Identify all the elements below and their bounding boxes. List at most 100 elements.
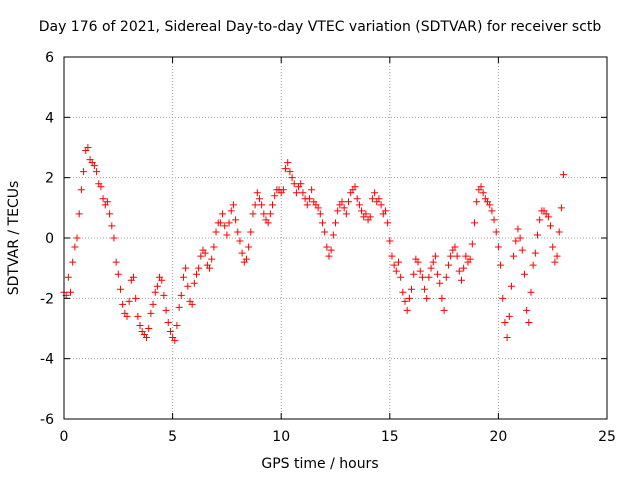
- data-point: [512, 237, 520, 245]
- data-point: [221, 222, 229, 230]
- data-point: [555, 228, 563, 236]
- data-point: [329, 231, 337, 239]
- data-point: [112, 258, 120, 266]
- data-point: [384, 219, 392, 227]
- data-point: [206, 264, 214, 272]
- data-point: [110, 234, 118, 242]
- data-point: [529, 261, 537, 269]
- data-point: [292, 189, 300, 197]
- data-point: [234, 228, 242, 236]
- data-point: [510, 252, 518, 260]
- data-point: [516, 234, 524, 242]
- data-point: [258, 201, 266, 209]
- data-point: [468, 240, 476, 248]
- data-point: [249, 210, 257, 218]
- data-point: [282, 165, 290, 173]
- data-point: [266, 210, 274, 218]
- data-point: [418, 273, 426, 281]
- data-point: [166, 328, 174, 336]
- data-point: [162, 306, 170, 314]
- data-point: [340, 204, 348, 212]
- y-tick-label: 0: [45, 231, 54, 247]
- data-point: [119, 300, 127, 308]
- data-point: [238, 249, 246, 257]
- data-point: [284, 159, 292, 167]
- data-point: [106, 210, 114, 218]
- data-point: [64, 273, 72, 281]
- data-point: [351, 183, 359, 191]
- data-point: [358, 207, 366, 215]
- data-point: [297, 180, 305, 188]
- y-tick-label: 6: [45, 50, 54, 66]
- data-point: [143, 334, 151, 342]
- data-point: [547, 222, 555, 230]
- data-point: [325, 252, 333, 260]
- data-point: [308, 186, 316, 194]
- data-point: [399, 288, 407, 296]
- axes-frame: 0 5 10 15 20 25 -6 -4 -2 0 2 4 6: [40, 50, 616, 445]
- data-point: [190, 279, 198, 287]
- data-point: [405, 294, 413, 302]
- data-point: [303, 201, 311, 209]
- data-point: [210, 243, 218, 251]
- data-point: [219, 210, 227, 218]
- data-point: [201, 249, 209, 257]
- data-point: [123, 312, 131, 320]
- data-point: [425, 273, 433, 281]
- data-point: [318, 219, 326, 227]
- data-point: [536, 216, 544, 224]
- data-point: [197, 252, 205, 260]
- data-point: [466, 255, 474, 263]
- data-point: [494, 243, 502, 251]
- data-point: [353, 195, 361, 203]
- data-point: [414, 258, 422, 266]
- data-point: [177, 291, 185, 299]
- data-point: [440, 306, 448, 314]
- data-point: [381, 207, 389, 215]
- data-point: [286, 168, 294, 176]
- data-point: [225, 219, 233, 227]
- data-point: [327, 246, 335, 254]
- data-point: [429, 258, 437, 266]
- data-point: [460, 264, 468, 272]
- data-point: [116, 285, 124, 293]
- y-axis-label: SDTVAR / TECUs: [6, 180, 22, 296]
- data-point: [523, 306, 531, 314]
- data-point: [229, 201, 237, 209]
- data-point: [499, 294, 507, 302]
- data-point: [451, 243, 459, 251]
- data-point: [114, 270, 122, 278]
- data-point: [232, 216, 240, 224]
- data-point: [507, 282, 515, 290]
- data-point: [108, 222, 116, 230]
- data-point: [71, 243, 79, 251]
- data-point: [195, 264, 203, 272]
- data-series-sctb: [60, 144, 568, 345]
- data-point: [497, 261, 505, 269]
- data-point: [503, 334, 511, 342]
- data-point: [462, 252, 470, 260]
- data-point: [442, 273, 450, 281]
- data-point: [147, 309, 155, 317]
- data-point: [299, 189, 307, 197]
- data-point: [171, 337, 179, 345]
- data-point: [245, 243, 253, 251]
- data-point: [518, 246, 526, 254]
- data-point: [488, 207, 496, 215]
- data-point: [386, 237, 394, 245]
- data-point: [355, 201, 363, 209]
- data-point: [397, 273, 405, 281]
- data-point: [416, 267, 424, 275]
- data-point: [151, 288, 159, 296]
- data-point: [305, 195, 313, 203]
- data-point: [321, 228, 329, 236]
- data-point: [73, 234, 81, 242]
- data-point: [188, 300, 196, 308]
- x-axis-label: GPS time / hours: [261, 456, 379, 472]
- data-point: [184, 282, 192, 290]
- data-point: [132, 294, 140, 302]
- data-point: [453, 252, 461, 260]
- data-point: [67, 288, 75, 296]
- data-point: [271, 192, 279, 200]
- data-point: [525, 318, 533, 326]
